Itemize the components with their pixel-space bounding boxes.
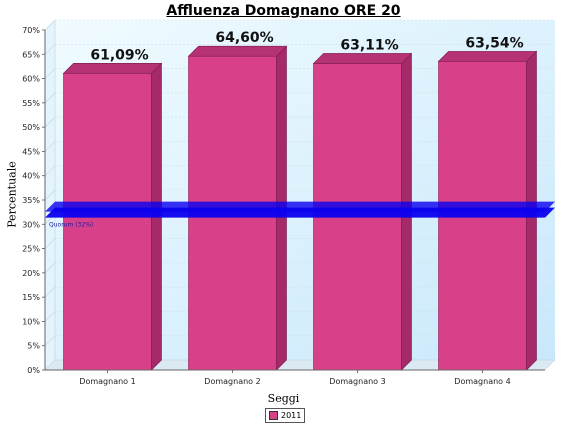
bar-top xyxy=(312,53,413,64)
y-tick-label: 60% xyxy=(22,75,40,84)
x-tick-label: Domagnano 3 xyxy=(329,377,385,386)
gridline-side xyxy=(44,286,56,298)
y-tick-label: 5% xyxy=(27,342,40,351)
threshold-band-top xyxy=(45,201,555,212)
gridline-side xyxy=(44,141,56,152)
gridline-side xyxy=(44,262,56,274)
gridline-side xyxy=(44,165,56,176)
data-label: 64,60% xyxy=(215,30,273,46)
gridline-side xyxy=(44,19,56,31)
y-tick-label: 10% xyxy=(22,317,40,326)
gridline-side xyxy=(44,68,56,79)
legend-label: 2011 xyxy=(281,411,302,420)
y-tick-label: 45% xyxy=(22,147,40,156)
gridline-side xyxy=(44,44,56,55)
data-label: 63,54% xyxy=(465,35,523,51)
data-label: 63,11% xyxy=(340,37,398,53)
y-axis-title: Percentuale xyxy=(5,161,19,228)
y-tick-label: 65% xyxy=(22,50,40,59)
legend-swatch xyxy=(269,411,278,420)
legend: 2011 xyxy=(265,408,306,423)
x-axis-title: Seggi xyxy=(267,392,300,405)
y-tick-label: 30% xyxy=(22,220,40,229)
threshold-label: Quorum (32%) xyxy=(49,222,93,229)
gridline-side xyxy=(44,92,56,104)
gridline-side xyxy=(44,335,56,346)
data-label: 61,09% xyxy=(90,47,148,63)
y-tick-label: 55% xyxy=(22,99,40,108)
y-tick-label: 40% xyxy=(22,172,40,181)
y-tick-label: 50% xyxy=(22,123,40,132)
bar-top xyxy=(62,62,163,74)
y-tick-label: 0% xyxy=(27,366,40,375)
y-tick-label: 35% xyxy=(22,196,40,205)
gridline-side xyxy=(44,311,56,322)
x-tick-label: Domagnano 1 xyxy=(79,377,135,386)
y-tick-label: 15% xyxy=(22,293,40,302)
gridline-side xyxy=(44,238,56,249)
gridline-side xyxy=(44,359,56,371)
gridline-side xyxy=(44,189,56,201)
x-tick-label: Domagnano 2 xyxy=(204,377,260,386)
y-tick-label: 25% xyxy=(22,245,40,254)
y-tick-label: 70% xyxy=(22,26,40,35)
y-tick-label: 20% xyxy=(22,269,40,278)
gridline-side xyxy=(44,116,56,128)
bar-top xyxy=(187,45,288,57)
chart-title: Affluenza Domagnano ORE 20 xyxy=(166,3,401,19)
bar xyxy=(62,62,163,371)
bar-top xyxy=(437,51,538,62)
x-tick-label: Domagnano 4 xyxy=(454,377,510,386)
